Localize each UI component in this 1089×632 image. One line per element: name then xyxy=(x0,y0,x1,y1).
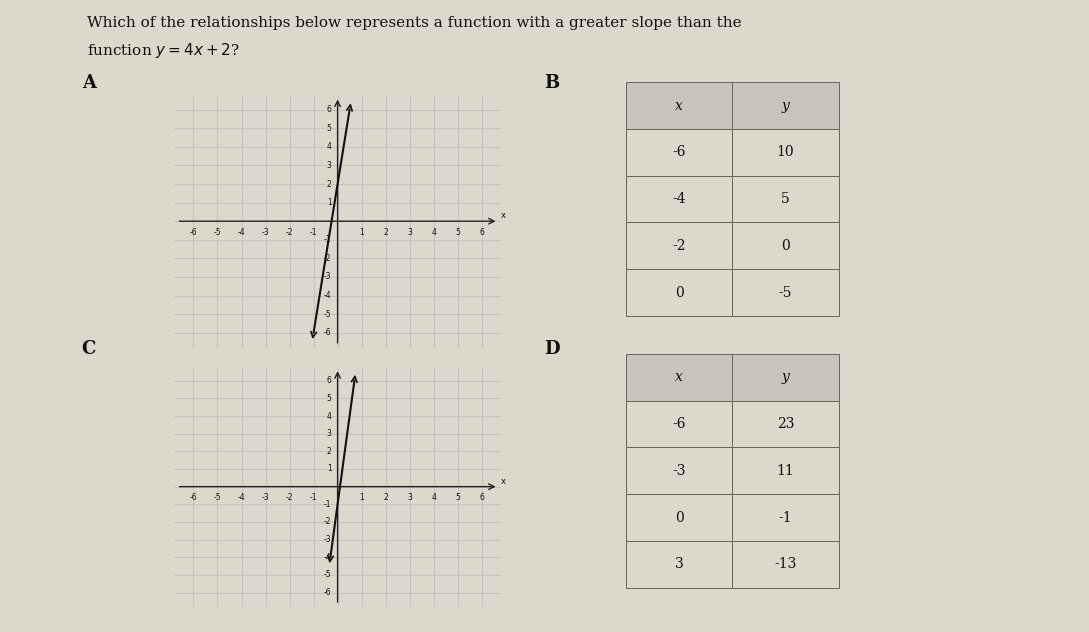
Text: x: x xyxy=(675,370,683,384)
Text: -3: -3 xyxy=(261,228,269,237)
Text: Which of the relationships below represents a function with a greater slope than: Which of the relationships below represe… xyxy=(87,16,742,30)
Text: y: y xyxy=(782,370,790,384)
Text: -1: -1 xyxy=(309,228,317,237)
Text: B: B xyxy=(544,75,560,92)
Text: C: C xyxy=(82,340,96,358)
Text: -4: -4 xyxy=(237,228,245,237)
Text: 0: 0 xyxy=(675,286,684,300)
Text: -3: -3 xyxy=(323,535,331,544)
Text: 6: 6 xyxy=(327,376,331,385)
Text: 4: 4 xyxy=(327,142,331,151)
Text: -5: -5 xyxy=(213,493,221,502)
Text: y: y xyxy=(782,99,790,112)
Text: -2: -2 xyxy=(325,254,331,263)
Text: 3: 3 xyxy=(327,429,331,438)
Text: function $y = 4x + 2$?: function $y = 4x + 2$? xyxy=(87,41,240,60)
Text: -5: -5 xyxy=(213,228,221,237)
Text: -5: -5 xyxy=(323,310,331,319)
Text: 5: 5 xyxy=(781,192,790,206)
Text: -1: -1 xyxy=(309,493,317,502)
Text: x: x xyxy=(501,477,506,486)
Text: x: x xyxy=(675,99,683,112)
Text: -1: -1 xyxy=(325,235,331,245)
Text: 1: 1 xyxy=(359,228,364,237)
Text: 5: 5 xyxy=(327,394,331,403)
Text: -2: -2 xyxy=(285,228,293,237)
Text: -3: -3 xyxy=(323,272,331,281)
Text: -6: -6 xyxy=(189,228,197,237)
Text: 6: 6 xyxy=(327,105,331,114)
Text: -6: -6 xyxy=(673,145,686,159)
Text: 23: 23 xyxy=(776,417,794,431)
Text: 0: 0 xyxy=(675,511,684,525)
Text: 6: 6 xyxy=(479,493,485,502)
Text: 6: 6 xyxy=(479,228,485,237)
Text: -13: -13 xyxy=(774,557,797,571)
Text: 4: 4 xyxy=(431,493,436,502)
Text: -3: -3 xyxy=(673,464,686,478)
Text: 3: 3 xyxy=(407,493,412,502)
Text: -4: -4 xyxy=(323,291,331,300)
Text: D: D xyxy=(544,340,560,358)
Text: x: x xyxy=(501,212,506,221)
Text: 2: 2 xyxy=(383,228,388,237)
Text: 5: 5 xyxy=(327,124,331,133)
Text: 1: 1 xyxy=(359,493,364,502)
Text: -2: -2 xyxy=(325,518,331,526)
Text: A: A xyxy=(82,75,96,92)
Text: -5: -5 xyxy=(323,571,331,580)
Text: 2: 2 xyxy=(327,447,331,456)
Text: 5: 5 xyxy=(455,228,461,237)
Text: 2: 2 xyxy=(327,179,331,188)
Text: 4: 4 xyxy=(431,228,436,237)
Text: -2: -2 xyxy=(285,493,293,502)
Text: 5: 5 xyxy=(455,493,461,502)
Text: 1: 1 xyxy=(327,198,331,207)
Text: -4: -4 xyxy=(237,493,245,502)
Text: -6: -6 xyxy=(323,328,331,337)
Text: 2: 2 xyxy=(383,493,388,502)
Text: -1: -1 xyxy=(325,500,331,509)
Text: -6: -6 xyxy=(189,493,197,502)
Text: 3: 3 xyxy=(675,557,684,571)
Text: 3: 3 xyxy=(327,161,331,170)
Text: 1: 1 xyxy=(327,465,331,473)
Text: -1: -1 xyxy=(779,511,793,525)
Text: 3: 3 xyxy=(407,228,412,237)
Text: -3: -3 xyxy=(261,493,269,502)
Text: -4: -4 xyxy=(323,553,331,562)
Text: 10: 10 xyxy=(776,145,794,159)
Text: 0: 0 xyxy=(781,239,790,253)
Text: -6: -6 xyxy=(323,588,331,597)
Text: -4: -4 xyxy=(672,192,686,206)
Text: 11: 11 xyxy=(776,464,794,478)
Text: -2: -2 xyxy=(673,239,686,253)
Text: -5: -5 xyxy=(779,286,792,300)
Text: 4: 4 xyxy=(327,411,331,420)
Text: -6: -6 xyxy=(673,417,686,431)
